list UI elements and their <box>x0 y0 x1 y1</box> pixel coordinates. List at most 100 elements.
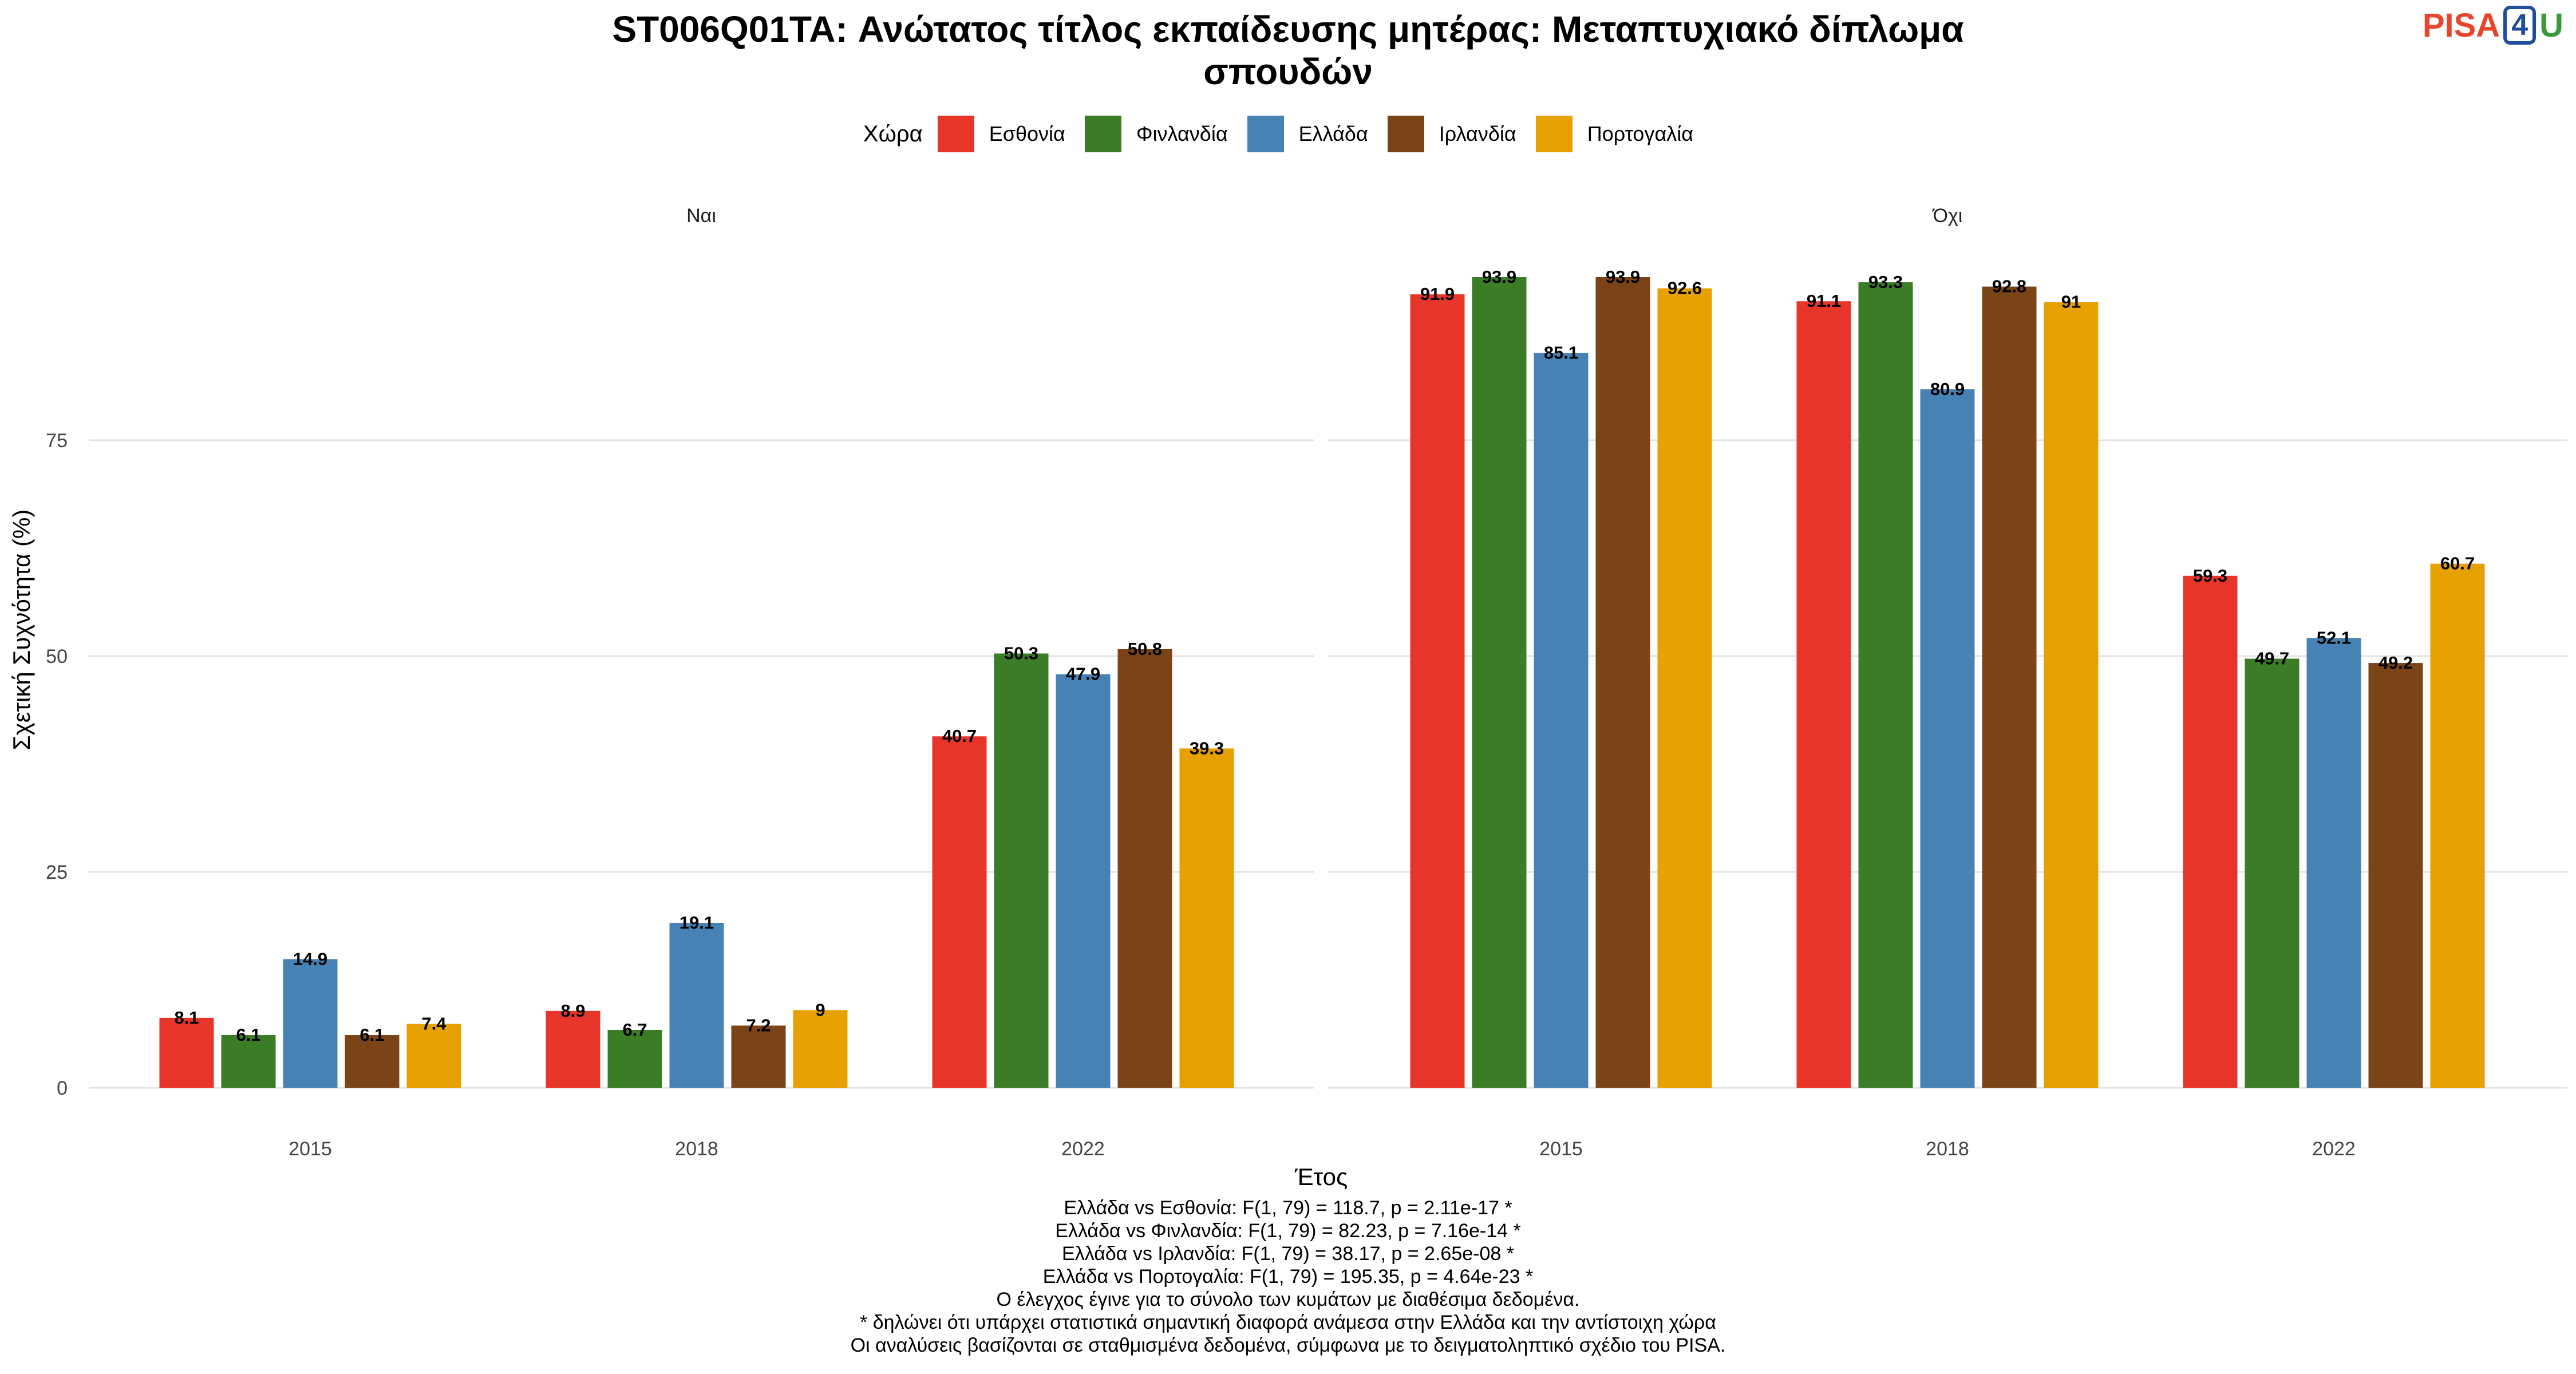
chart-title: ST006Q01TA: Ανώτατος τίτλος εκπαίδευσης … <box>0 8 2576 93</box>
legend-label: Ιρλανδία <box>1439 122 1516 145</box>
y-tick-label: 25 <box>46 862 68 883</box>
data-label: 92.6 <box>1668 278 1702 298</box>
data-label: 49.2 <box>2379 653 2413 673</box>
legend-item-greece: Ελλάδα <box>1247 116 1368 152</box>
y-tick-label: 75 <box>46 430 68 452</box>
data-label: 39.3 <box>1190 738 1224 758</box>
bar <box>1056 674 1111 1088</box>
data-label: 59.3 <box>2193 566 2227 586</box>
data-label: 93.3 <box>1868 272 1903 292</box>
caption-line: * δηλώνει ότι υπάρχει στατιστικά σημαντι… <box>860 1312 1716 1333</box>
data-label: 19.1 <box>679 913 714 933</box>
bar <box>669 922 724 1088</box>
data-label: 91.1 <box>1807 291 1841 311</box>
data-label: 8.9 <box>560 1001 585 1021</box>
facet-label: Ναι <box>686 205 716 227</box>
bar <box>283 959 338 1088</box>
data-label: 60.7 <box>2440 554 2475 574</box>
legend-item-finland: Φινλανδία <box>1084 116 1228 152</box>
y-tick-label: 0 <box>57 1077 68 1099</box>
x-axis-label: Έτος <box>1294 1163 1348 1190</box>
facet-label: Όχι <box>1932 205 1963 227</box>
bar <box>546 1010 600 1088</box>
data-label: 47.9 <box>1066 664 1100 684</box>
caption-line: Ελλάδα vs Εσθονία: F(1, 79) = 118.7, p =… <box>1064 1197 1512 1219</box>
legend-swatch <box>937 116 974 152</box>
x-tick-label: 2015 <box>1539 1138 1583 1160</box>
logo-four-text: 4 <box>2503 6 2537 45</box>
data-label: 40.7 <box>942 726 977 746</box>
legend-swatch <box>1084 116 1121 152</box>
data-label: 93.9 <box>1606 267 1640 287</box>
legend-item-portugal: Πορτογαλία <box>1535 116 1694 152</box>
data-label: 92.8 <box>1992 277 2026 297</box>
data-label: 52.1 <box>2317 627 2351 647</box>
bar <box>1179 748 1234 1088</box>
bar <box>731 1025 786 1088</box>
y-axis-label: Σχετική Συχνότητα (%) <box>8 510 35 751</box>
bar <box>2430 563 2485 1088</box>
bar <box>2306 638 2361 1088</box>
bar <box>221 1035 276 1088</box>
bar <box>2368 663 2423 1088</box>
chart-title-line-1: ST006Q01TA: Ανώτατος τίτλος εκπαίδευσης … <box>612 9 1964 50</box>
legend-swatch <box>1535 116 1573 152</box>
data-label: 7.2 <box>746 1015 771 1035</box>
logo-u-text: U <box>2539 6 2563 44</box>
legend-item-estonia: Εσθονία <box>937 116 1065 152</box>
x-tick-label: 2022 <box>1061 1138 1105 1160</box>
bar <box>1117 649 1172 1088</box>
caption-line: Ο έλεγχος έγινε για το σύνολο των κυμάτω… <box>996 1289 1580 1310</box>
bar <box>1410 294 1465 1088</box>
caption-line: Ελλάδα vs Φινλανδία: F(1, 79) = 82.23, p… <box>1055 1220 1521 1242</box>
bar <box>2183 575 2238 1088</box>
bar <box>607 1029 662 1088</box>
x-tick-label: 2022 <box>2312 1138 2356 1160</box>
data-label: 91.9 <box>1420 284 1455 304</box>
bar <box>1920 389 1975 1088</box>
data-label: 49.7 <box>2255 649 2289 669</box>
legend-label: Φινλανδία <box>1136 122 1228 145</box>
data-label: 80.9 <box>1930 379 1965 399</box>
data-label: 7.4 <box>421 1013 447 1033</box>
bar <box>1595 277 1650 1088</box>
logo-pisa-text: PISA <box>2422 6 2500 44</box>
x-tick-label: 2018 <box>1926 1138 1969 1160</box>
caption-line: Ελλάδα vs Ιρλανδία: F(1, 79) = 38.17, p … <box>1062 1243 1514 1265</box>
chart-caption: Ελλάδα vs Εσθονία: F(1, 79) = 118.7, p =… <box>0 1197 2576 1357</box>
bar <box>793 1010 848 1088</box>
data-label: 6.1 <box>359 1025 384 1045</box>
caption-line: Ελλάδα vs Πορτογαλία: F(1, 79) = 195.35,… <box>1042 1266 1534 1288</box>
bar <box>1858 282 1913 1088</box>
data-label: 50.8 <box>1128 639 1162 659</box>
bar <box>159 1017 214 1088</box>
legend-item-ireland: Ιρλανδία <box>1387 116 1516 152</box>
data-label: 14.9 <box>293 949 327 969</box>
bar <box>1657 288 1712 1088</box>
bar <box>2245 658 2300 1088</box>
chart-title-line-2: σπουδών <box>1203 51 1373 92</box>
legend-label: Πορτογαλία <box>1587 122 1694 145</box>
data-label: 6.7 <box>622 1020 647 1040</box>
legend-swatch <box>1247 116 1284 152</box>
data-label: 6.1 <box>236 1025 260 1045</box>
legend-swatch <box>1387 116 1424 152</box>
data-label: 9 <box>815 1000 825 1020</box>
pisa4u-logo: PISA 4 U <box>2423 6 2563 45</box>
legend-label: Εσθονία <box>989 122 1065 145</box>
bar <box>2044 302 2099 1088</box>
bar <box>1472 277 1527 1088</box>
data-label: 91 <box>2061 292 2081 312</box>
bar <box>932 736 987 1088</box>
bar <box>406 1024 461 1088</box>
data-label: 50.3 <box>1004 643 1038 663</box>
chart-legend: Χώρα Εσθονία Φινλανδία Ελλάδα Ιρλανδία Π… <box>0 116 2576 152</box>
data-label: 93.9 <box>1482 267 1516 287</box>
data-label: 85.1 <box>1544 343 1578 363</box>
y-tick-label: 50 <box>46 646 68 668</box>
legend-title: Χώρα <box>863 121 923 147</box>
bar <box>1534 353 1589 1088</box>
x-tick-label: 2015 <box>289 1138 332 1160</box>
bar <box>1796 301 1851 1088</box>
